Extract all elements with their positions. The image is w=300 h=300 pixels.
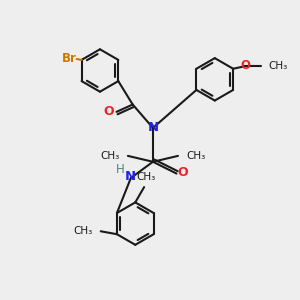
Text: CH₃: CH₃ bbox=[100, 151, 120, 161]
Text: CH₃: CH₃ bbox=[269, 61, 288, 71]
Text: O: O bbox=[240, 59, 250, 72]
Text: N: N bbox=[125, 170, 136, 183]
Text: CH₃: CH₃ bbox=[186, 151, 206, 161]
Text: O: O bbox=[103, 105, 114, 119]
Text: Br: Br bbox=[62, 52, 77, 65]
Text: CH₃: CH₃ bbox=[73, 226, 92, 236]
Text: H: H bbox=[116, 163, 125, 176]
Text: N: N bbox=[147, 122, 158, 134]
Text: O: O bbox=[178, 166, 188, 178]
Text: CH₃: CH₃ bbox=[137, 172, 156, 182]
